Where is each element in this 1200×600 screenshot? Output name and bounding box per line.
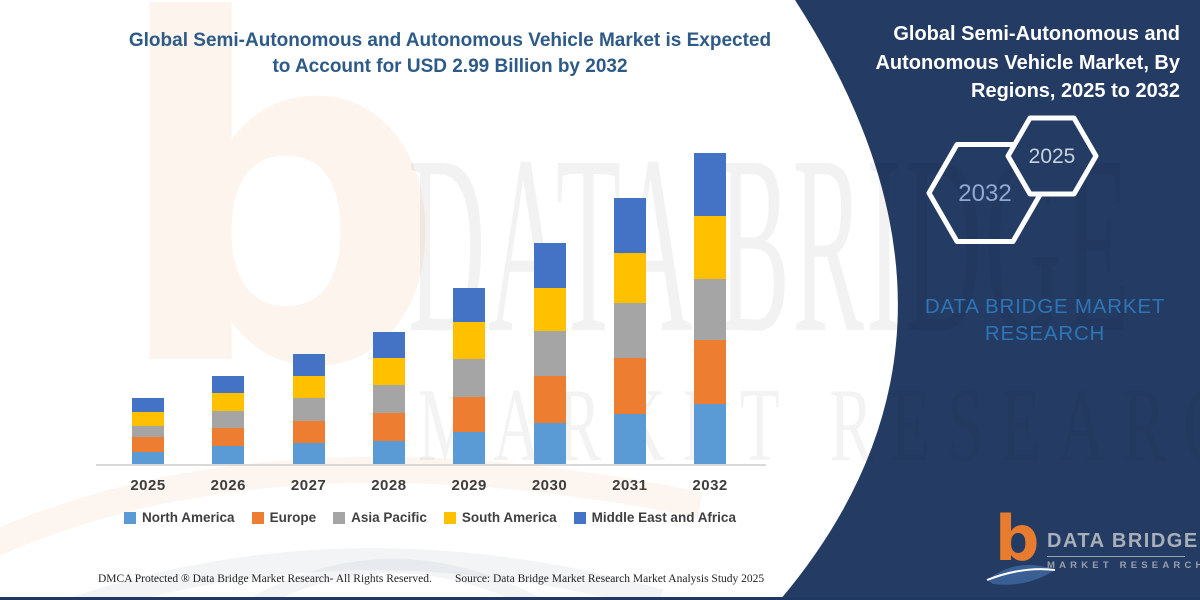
chart-title: Global Semi-Autonomous and Autonomous Ve…	[60, 28, 840, 80]
bar-2026	[212, 376, 245, 465]
bar-2031-segment-south-america	[613, 253, 646, 303]
legend-label: Europe	[269, 510, 317, 525]
bar-2029-segment-europe	[453, 397, 486, 432]
legend-swatch-icon	[443, 511, 456, 524]
bar-2026-segment-north-america	[212, 446, 245, 465]
chart-title-line1: Global Semi-Autonomous and Autonomous Ve…	[128, 30, 772, 51]
bar-2029-segment-asia-pacific	[453, 359, 486, 397]
bar-2028-segment-south-america	[372, 358, 405, 385]
x-axis-label-2029: 2029	[451, 477, 487, 494]
bar-2029-segment-middle-east-and-africa	[453, 288, 486, 322]
bottom-border	[0, 597, 1200, 600]
bar-2026-segment-middle-east-and-africa	[212, 376, 245, 393]
dbmr-logo-swoosh-icon	[986, 564, 1056, 585]
legend-swatch-icon	[124, 511, 137, 524]
bar-2025-segment-north-america	[132, 452, 164, 465]
bar-2026-segment-south-america	[212, 393, 245, 411]
legend-swatch-icon	[573, 511, 586, 524]
dbmr-logo-tagline: MARKET RESEARCH	[1047, 560, 1200, 571]
dbmr-logo-text: DATA BRIDGE MARKET RESEARCH	[1047, 530, 1200, 571]
chart-title-line2: to Account for USD 2.99 Billion by 2032	[272, 56, 628, 77]
bar-2027-segment-south-america	[292, 376, 325, 398]
bar-2031	[613, 198, 646, 465]
hexagon-2025-label: 2025	[1029, 145, 1076, 168]
legend-swatch-icon	[251, 511, 264, 524]
bar-2029-segment-south-america	[453, 322, 486, 359]
x-axis-line	[96, 464, 766, 466]
x-axis-label-2028: 2028	[371, 477, 407, 494]
legend-item-north-america: North America	[124, 510, 235, 525]
bar-2026-segment-asia-pacific	[212, 411, 245, 428]
chart-legend: North America Europe Asia Pacific South Ame…	[60, 510, 800, 525]
panel-title: Global Semi-Autonomous and Autonomous Ve…	[852, 20, 1180, 106]
bar-2025	[132, 398, 164, 465]
legend-item-middle-east-and-africa: Middle East and Africa	[573, 510, 736, 525]
dbmr-logo-monogram: b	[995, 502, 1040, 575]
hexagon-2025	[1005, 115, 1099, 197]
legend-label: North America	[142, 510, 235, 525]
panel-brand-text: DATA BRIDGE MARKET RESEARCH	[905, 293, 1185, 347]
hexagon-2032-label: 2032	[958, 180, 1011, 207]
bar-2031-segment-north-america	[613, 414, 646, 465]
bar-2032-segment-asia-pacific	[694, 279, 727, 340]
bar-2025-segment-south-america	[132, 412, 164, 426]
year-hexagons: 2032 2025	[926, 115, 1099, 244]
dmca-notice: DMCA Protected ® Data Bridge Market Rese…	[98, 573, 432, 585]
bar-2025-segment-europe	[132, 437, 164, 452]
bar-2028-segment-europe	[372, 413, 405, 441]
bar-2030-segment-south-america	[533, 288, 566, 331]
bar-2025-segment-middle-east-and-africa	[132, 398, 164, 412]
bar-2030-segment-middle-east-and-africa	[533, 243, 566, 288]
bar-2030	[533, 243, 566, 465]
bar-2028-segment-middle-east-and-africa	[372, 332, 405, 358]
panel-title-line1: Global Semi-Autonomous and	[893, 23, 1180, 45]
dbmr-logo: b DATA BRIDGE MARKET RESEARCH	[986, 508, 1200, 588]
bar-2032-segment-north-america	[694, 404, 727, 465]
bar-2025-segment-asia-pacific	[132, 426, 164, 437]
legend-swatch-icon	[333, 511, 346, 524]
legend-label: Middle East and Africa	[591, 510, 736, 525]
source-note: Source: Data Bridge Market Research Mark…	[455, 573, 765, 585]
bar-2026-segment-europe	[212, 428, 245, 446]
bar-2027	[292, 354, 325, 465]
panel-brand-text-line2: RESEARCH	[984, 322, 1106, 345]
bar-2030-segment-asia-pacific	[533, 331, 566, 376]
bar-2030-segment-europe	[533, 376, 566, 423]
bar-2027-segment-north-america	[292, 443, 325, 465]
x-axis-label-2025: 2025	[130, 477, 166, 494]
panel-brand-text-line1: DATA BRIDGE MARKET	[924, 295, 1166, 318]
x-axis-label-2030: 2030	[531, 477, 568, 494]
bar-2032	[694, 153, 727, 465]
bar-2028-segment-asia-pacific	[372, 385, 405, 413]
panel-title-line3: Regions, 2025 to 2032	[971, 80, 1180, 102]
bar-2028	[372, 332, 405, 465]
legend-label: South America	[461, 510, 557, 525]
bar-2032-segment-middle-east-and-africa	[694, 153, 727, 216]
bar-2031-segment-middle-east-and-africa	[613, 198, 646, 253]
x-axis-label-2031: 2031	[612, 477, 648, 494]
x-axis-label-2032: 2032	[692, 477, 728, 494]
bar-2031-segment-europe	[613, 358, 646, 414]
x-axis-label-2027: 2027	[290, 477, 327, 494]
bar-2032-segment-south-america	[694, 216, 727, 279]
bar-2030-segment-north-america	[533, 423, 566, 465]
legend-item-asia-pacific: Asia Pacific	[333, 510, 427, 525]
bar-2031-segment-asia-pacific	[613, 303, 646, 358]
dbmr-logo-name: DATA BRIDGE	[1047, 530, 1197, 557]
legend-item-south-america: South America	[443, 510, 557, 525]
legend-label: Asia Pacific	[351, 510, 427, 525]
bar-2027-segment-middle-east-and-africa	[292, 354, 325, 376]
bar-2027-segment-asia-pacific	[292, 398, 325, 421]
bar-2032-segment-europe	[694, 340, 727, 404]
legend-item-europe: Europe	[251, 510, 317, 525]
bar-2029	[453, 288, 486, 465]
bar-2029-segment-north-america	[453, 432, 486, 465]
bar-2028-segment-north-america	[372, 441, 405, 465]
panel-title-line2: Autonomous Vehicle Market, By	[875, 51, 1180, 74]
x-axis-label-2026: 2026	[210, 477, 246, 494]
bar-2027-segment-europe	[292, 421, 325, 443]
